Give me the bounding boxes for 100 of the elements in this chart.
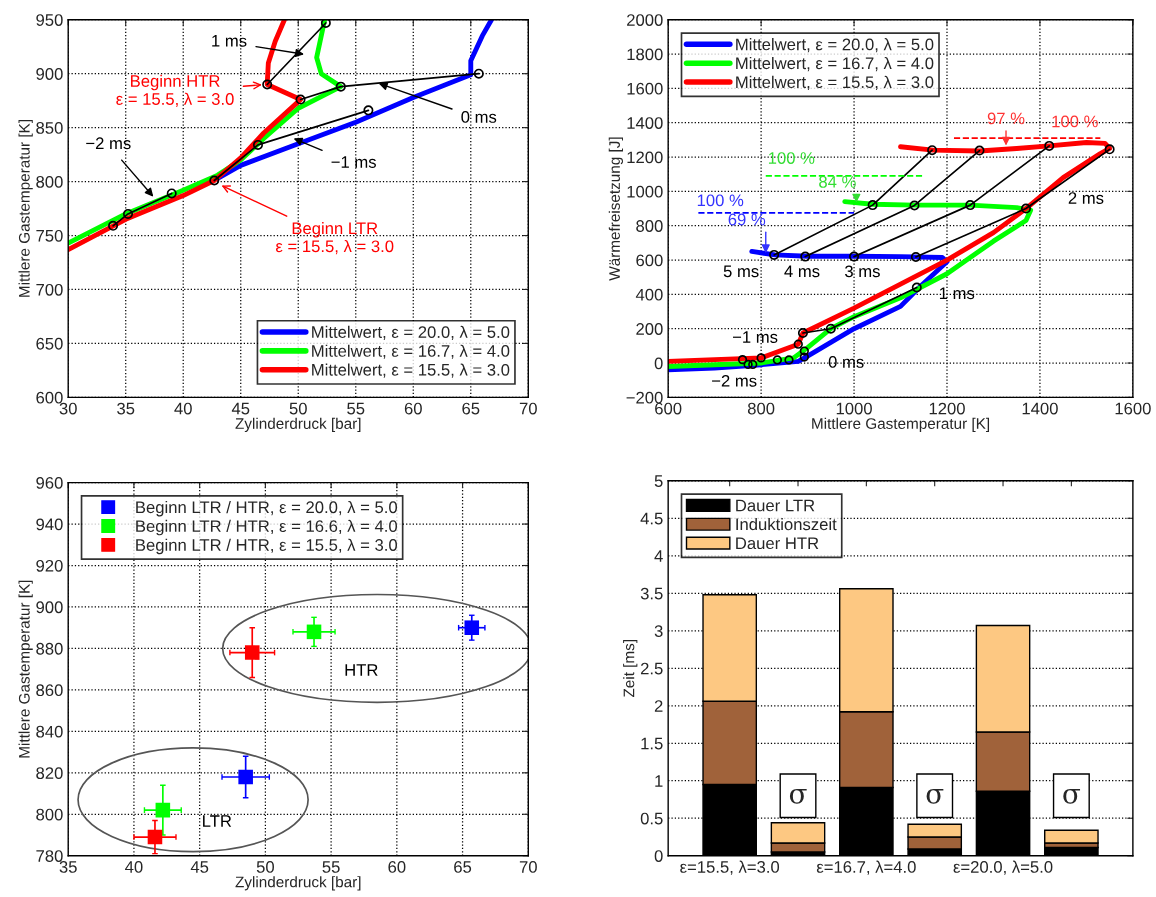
- x-tick-label: 30: [59, 402, 77, 415]
- y-tick-label: 1800: [627, 48, 663, 61]
- y-tick-label: 400: [635, 288, 663, 301]
- y-tick-label: 900: [36, 68, 63, 80]
- y-tick-label: 1.5: [641, 737, 663, 750]
- annotation: σ: [1063, 788, 1081, 804]
- y-tick-label: 2000: [627, 14, 663, 26]
- annotation: −1 ms: [732, 331, 778, 343]
- annotation: HTR: [345, 664, 378, 676]
- y-tick-label: 1600: [627, 82, 663, 95]
- annotation: 84 %: [819, 175, 856, 188]
- y-tick-label: 960: [36, 476, 63, 489]
- x-tick-label: 70: [519, 402, 537, 415]
- y-tick-label: 600: [36, 391, 63, 404]
- x-tick-label: 40: [174, 402, 192, 415]
- x-tick-label: ε=20.0, λ=5.0: [953, 860, 1053, 875]
- x-tick-label: 65: [454, 861, 472, 873]
- x-tick-label: 35: [117, 402, 135, 415]
- annotation: 100 %: [697, 194, 744, 207]
- y-tick-label: 800: [636, 220, 663, 232]
- annotation: 4 ms: [784, 265, 820, 278]
- legend-label: Beginn LTR / HTR, ε = 20.0, λ = 5.0: [136, 500, 398, 517]
- annotation: 5 ms: [723, 265, 759, 278]
- x-tick-label: 60: [388, 861, 406, 873]
- y-tick-label: 0: [654, 850, 663, 862]
- annotation: −2 ms: [86, 137, 131, 150]
- y-tick-label: −200: [626, 391, 663, 404]
- annotation: Beginn LTR ε = 15.5, λ = 3.0: [276, 221, 394, 255]
- y-tick-label: 0.5: [640, 812, 663, 825]
- y-tick-label: 900: [36, 601, 63, 614]
- annotation: 3 ms: [845, 265, 880, 278]
- x-axis-title: Zylinderdruck [bar]: [235, 417, 361, 433]
- y-tick-label: 950: [36, 14, 63, 26]
- x-tick-label: ε=15.5, λ=3.0: [680, 860, 780, 875]
- legend-label: Induktionszeit: [736, 518, 837, 531]
- x-tick-label: 1000: [836, 402, 872, 415]
- legend-label: Mittelwert, ε = 16.7, λ = 4.0: [312, 344, 510, 359]
- legend-label: Beginn LTR / HTR, ε = 16.6, λ = 4.0: [136, 519, 398, 536]
- annotation: Beginn HTR ε = 15.5, λ = 3.0: [116, 74, 234, 107]
- x-tick-label: 45: [231, 402, 250, 415]
- x-tick-label: 70: [519, 861, 537, 873]
- y-tick-label: 5: [654, 475, 663, 487]
- legend-label: Beginn LTR / HTR, ε = 15.5, λ = 3.0: [136, 538, 398, 555]
- annotation: 100 %: [1052, 115, 1098, 128]
- y-tick-label: 4.5: [640, 512, 663, 525]
- annotation: σ: [789, 788, 807, 804]
- annotation: 1 ms: [939, 287, 975, 300]
- y-tick-label: 1200: [627, 151, 663, 164]
- legend-label: Mittelwert, ε = 15.5, λ = 3.0: [312, 363, 510, 378]
- legend-label: Dauer LTR: [736, 499, 815, 512]
- annotation: LTR: [203, 815, 232, 827]
- y-tick-label: 650: [36, 337, 63, 350]
- x-tick-label: 800: [747, 402, 775, 415]
- y-axis-title: Zeit [ms]: [623, 640, 638, 698]
- y-tick-label: 880: [36, 642, 63, 655]
- y-tick-label: 200: [636, 323, 663, 335]
- x-tick-label: 1600: [1115, 402, 1151, 415]
- annotation: 1 ms: [212, 35, 247, 47]
- y-tick-label: 2.5: [640, 662, 663, 675]
- y-tick-label: 0: [654, 357, 663, 370]
- legend-label: Mittelwert, ε = 16.7, λ = 4.0: [736, 56, 934, 72]
- y-tick-label: 4: [654, 550, 663, 562]
- y-tick-label: 940: [36, 518, 63, 531]
- x-tick-label: ε=16.7, λ=4.0: [816, 860, 916, 875]
- x-tick-label: 45: [190, 861, 209, 873]
- legend-label: Mittelwert, ε = 20.0, λ = 5.0: [736, 38, 934, 53]
- y-tick-label: 1: [655, 775, 663, 787]
- y-tick-label: 750: [36, 229, 63, 242]
- x-tick-label: 1200: [929, 402, 965, 415]
- y-tick-label: 920: [36, 559, 63, 572]
- annotation: 97 %: [987, 112, 1025, 125]
- annotation: 0 ms: [461, 111, 497, 123]
- y-tick-label: 800: [36, 808, 63, 821]
- x-tick-label: 65: [462, 402, 480, 415]
- legend-label: Mittelwert, ε = 20.0, λ = 5.0: [312, 325, 510, 340]
- x-tick-label: 55: [322, 861, 340, 873]
- annotation: 69 %: [728, 213, 766, 226]
- y-tick-label: 850: [36, 122, 63, 134]
- y-tick-label: 1000: [627, 185, 663, 198]
- y-tick-label: 840: [36, 725, 63, 738]
- x-axis-title: Zylinderdruck [bar]: [235, 876, 361, 891]
- y-axis-title: Mittlere Gastemperatur [K]: [18, 580, 33, 758]
- x-tick-label: 50: [256, 861, 274, 873]
- annotation: −2 ms: [712, 374, 757, 387]
- x-tick-label: 55: [347, 402, 365, 415]
- x-axis-title: Mittlere Gastemperatur [K]: [812, 417, 990, 433]
- y-tick-label: 3: [654, 625, 663, 637]
- x-tick-label: 50: [289, 402, 307, 415]
- y-tick-label: 820: [36, 767, 63, 780]
- annotation: 2 ms: [1068, 192, 1104, 204]
- y-axis-title: Mittlere Gastemperatur [K]: [18, 120, 33, 297]
- y-tick-label: 600: [636, 254, 663, 267]
- y-tick-label: 800: [36, 175, 63, 188]
- annotation: σ: [926, 788, 944, 804]
- x-tick-label: 60: [404, 402, 422, 415]
- y-axis-title: Wärmefreisetzung [J]: [608, 137, 623, 281]
- annotation: −1 ms: [331, 156, 376, 168]
- y-tick-label: 3.5: [640, 587, 663, 600]
- y-tick-label: 2: [654, 700, 663, 712]
- y-tick-label: 1400: [627, 117, 663, 129]
